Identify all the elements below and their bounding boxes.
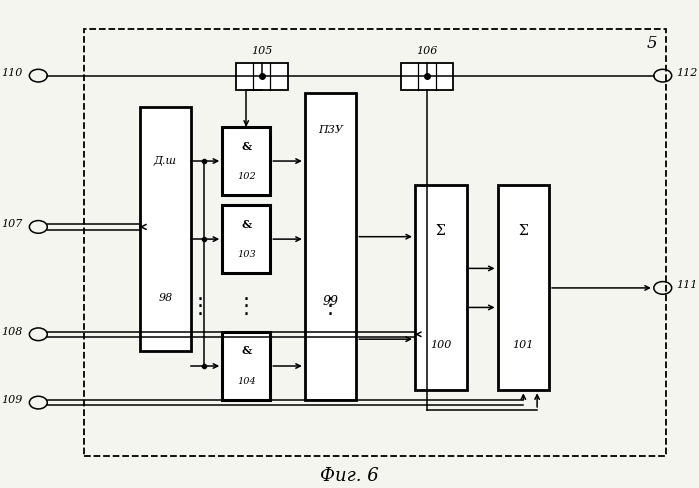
Text: 103: 103 bbox=[237, 250, 256, 259]
Bar bbox=[498, 185, 549, 390]
Bar bbox=[222, 332, 271, 400]
Text: 104: 104 bbox=[237, 377, 256, 386]
Text: Σ: Σ bbox=[519, 224, 528, 238]
Text: 110: 110 bbox=[1, 68, 23, 78]
Bar bbox=[222, 127, 271, 195]
Text: 102: 102 bbox=[237, 172, 256, 181]
Text: 111: 111 bbox=[676, 281, 698, 290]
Text: 108: 108 bbox=[1, 327, 23, 337]
Text: П3У: П3У bbox=[318, 124, 343, 135]
Bar bbox=[85, 29, 666, 456]
Text: ·: · bbox=[243, 305, 250, 325]
Text: ·: · bbox=[196, 305, 203, 325]
Text: 101: 101 bbox=[512, 340, 534, 350]
Bar bbox=[401, 63, 453, 90]
Text: ·: · bbox=[196, 298, 203, 317]
Text: Фиг. 6: Фиг. 6 bbox=[320, 467, 379, 485]
Bar bbox=[305, 93, 356, 400]
Text: 105: 105 bbox=[251, 46, 273, 56]
Bar bbox=[140, 107, 191, 351]
Text: 100: 100 bbox=[430, 340, 452, 350]
Text: Д.ш: Д.ш bbox=[154, 156, 177, 166]
Text: 112: 112 bbox=[676, 68, 698, 78]
Bar bbox=[236, 63, 287, 90]
Text: &: & bbox=[241, 346, 252, 356]
Text: 5: 5 bbox=[647, 36, 658, 52]
Text: ·: · bbox=[243, 298, 250, 317]
Bar bbox=[222, 205, 271, 273]
Text: ·: · bbox=[327, 305, 334, 325]
Text: 109: 109 bbox=[1, 395, 23, 405]
Text: ·: · bbox=[196, 290, 203, 310]
Bar bbox=[415, 185, 466, 390]
Text: 106: 106 bbox=[417, 46, 438, 56]
Text: &: & bbox=[241, 141, 252, 151]
Text: 99: 99 bbox=[322, 295, 338, 308]
Text: 98: 98 bbox=[158, 293, 173, 303]
Text: 107: 107 bbox=[1, 220, 23, 229]
Text: ·: · bbox=[243, 290, 250, 310]
Text: ·: · bbox=[327, 298, 334, 317]
Text: &: & bbox=[241, 219, 252, 229]
Text: Σ: Σ bbox=[436, 224, 445, 238]
Text: ·: · bbox=[327, 290, 334, 310]
